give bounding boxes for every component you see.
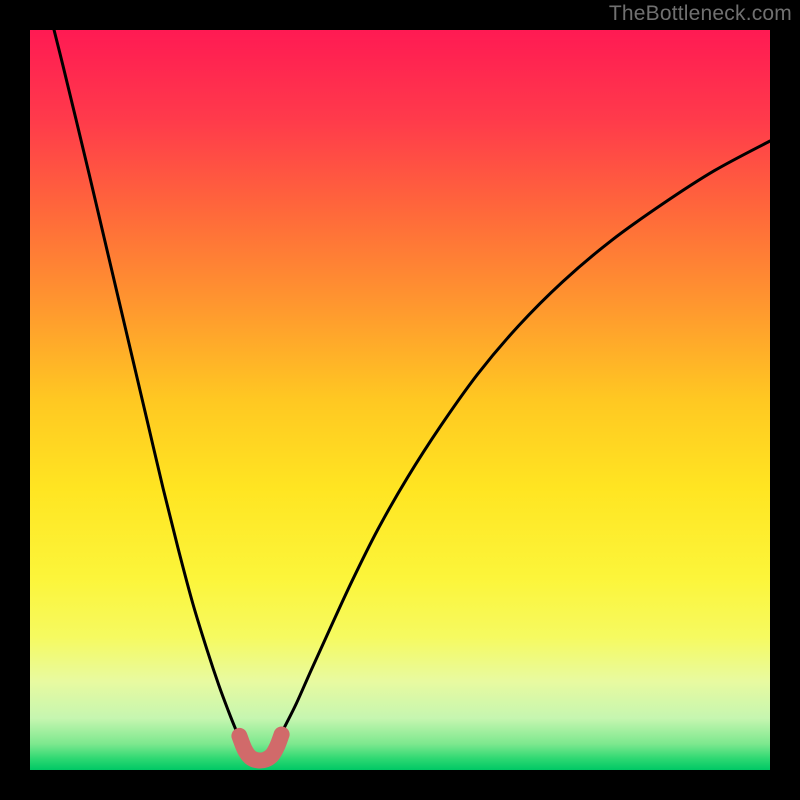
chart-frame: TheBottleneck.com [0,0,800,800]
watermark-text: TheBottleneck.com [609,2,792,26]
bottleneck-curve-chart [0,0,800,800]
